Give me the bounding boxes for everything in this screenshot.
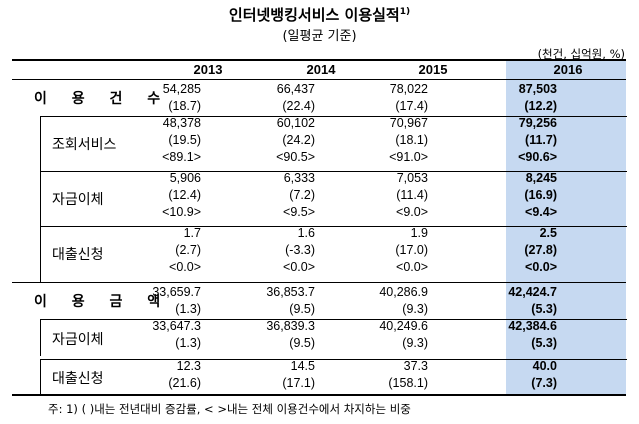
table-cell: (9.5) (289, 336, 315, 350)
table-cell: 33,647.3 (152, 319, 201, 333)
table-cell: (5.3) (531, 302, 557, 316)
table-cell: 54,285 (162, 82, 201, 96)
table-cell: 48,378 (162, 116, 201, 130)
table-cell: 1.7 (183, 226, 201, 240)
table-cell: 14.5 (290, 359, 315, 373)
table-cell: (21.6) (168, 376, 201, 390)
table-cell: (11.7) (525, 133, 557, 147)
table-cell: 40,249.6 (379, 319, 428, 333)
table-cell: 12.3 (176, 359, 201, 373)
table-subtitle: (일평균 기준) (282, 29, 357, 44)
table-cell: (17.0) (395, 243, 428, 257)
row-label: 자금이체 (52, 192, 104, 208)
table-cell: (27.8) (524, 243, 557, 257)
year-header-2016: 2016 (553, 62, 583, 77)
unit-label: (천건, 십억원, %) (537, 47, 625, 61)
table-cell: <0.0> (525, 260, 557, 274)
table-cell: 40,286.9 (379, 285, 428, 299)
table-cell: (7.3) (531, 376, 557, 390)
table-cell: (17.4) (395, 99, 428, 113)
table-cell: (18.1) (395, 133, 428, 147)
table-cell: (1.3) (175, 336, 201, 350)
table-cell: 60,102 (276, 116, 315, 130)
table-cell: (9.5) (289, 302, 315, 316)
table-cell: (11.4) (396, 188, 428, 202)
table-cell: 7,053 (396, 171, 428, 185)
year-header-2015: 2015 (418, 62, 448, 77)
table-cell: (12.4) (168, 188, 201, 202)
table-cell: <0.0> (283, 260, 315, 274)
row-bracket (40, 319, 627, 356)
row-label: 자금이체 (52, 332, 104, 348)
table-cell: 87,503 (518, 82, 557, 96)
table-cell: <10.9> (162, 205, 201, 219)
top-border (12, 59, 626, 61)
table-cell: (-3.3) (285, 243, 315, 257)
row-bracket (40, 116, 627, 172)
table-cell: 66,437 (276, 82, 315, 96)
table-cell: <91.0> (389, 150, 428, 164)
table-cell: <9.5> (283, 205, 315, 219)
table-cell: (17.1) (282, 376, 315, 390)
table-cell: 70,967 (389, 116, 428, 130)
table-cell: 1.6 (297, 226, 315, 240)
table-cell: 78,022 (389, 82, 428, 96)
table-cell: 42,424.7 (508, 285, 557, 299)
table-cell: 36,839.3 (266, 319, 315, 333)
table-cell: <9.0> (396, 205, 428, 219)
row-label: 이 용 금 액 (34, 294, 171, 310)
table-cell: <0.0> (396, 260, 428, 274)
bottom-border (12, 394, 626, 396)
table-cell: 33,659.7 (152, 285, 201, 299)
row-label: 조회서비스 (52, 137, 117, 153)
table-cell: (1.3) (175, 302, 201, 316)
table-cell: 1.9 (410, 226, 428, 240)
table-cell: <89.1> (162, 150, 201, 164)
table-cell: <0.0> (169, 260, 201, 274)
header-border (12, 79, 626, 80)
table-cell: (158.1) (388, 376, 428, 390)
table-cell: 40.0 (532, 359, 557, 373)
table-cell: (2.7) (175, 243, 201, 257)
table-cell: 5,906 (169, 171, 201, 185)
table-cell: 6,333 (283, 171, 315, 185)
table-title: 인터넷뱅킹서비스 이용실적1) (228, 6, 411, 24)
table-cell: 2.5 (539, 226, 557, 240)
table-cell: (12.2) (524, 99, 557, 113)
table-cell: (22.4) (282, 99, 315, 113)
table-cell: (24.2) (282, 133, 315, 147)
table-cell: 79,256 (518, 116, 557, 130)
row-bracket (40, 359, 627, 394)
table-cell: (16.9) (524, 188, 557, 202)
highlight-column-2016 (506, 60, 626, 394)
table-cell: (19.5) (168, 133, 201, 147)
table-cell: (9.3) (402, 336, 428, 350)
table-cell: 8,245 (525, 171, 557, 185)
table-cell: (9.3) (402, 302, 428, 316)
footnote: 주: 1) ( )내는 전년대비 증감률, < >내는 전체 이용건수에서 차지… (48, 402, 411, 416)
row-bracket (40, 226, 627, 282)
table-cell: <90.5> (276, 150, 315, 164)
table-cell: <9.4> (525, 205, 557, 219)
table-cell: <90.6> (518, 150, 557, 164)
table-cell: 36,853.7 (266, 285, 315, 299)
row-label: 이 용 건 수 (34, 91, 171, 107)
table-cell: (18.7) (168, 99, 201, 113)
row-label: 대출신청 (52, 247, 104, 263)
table-cell: 37.3 (403, 359, 428, 373)
table-cell: (7.2) (289, 188, 315, 202)
row-bracket (40, 171, 627, 227)
row-label: 대출신청 (52, 371, 104, 387)
section-border (12, 282, 626, 283)
table-cell: 42,384.6 (508, 319, 557, 333)
year-header-2013: 2013 (193, 62, 223, 77)
year-header-2014: 2014 (306, 62, 336, 77)
table-cell: (5.3) (531, 336, 557, 350)
